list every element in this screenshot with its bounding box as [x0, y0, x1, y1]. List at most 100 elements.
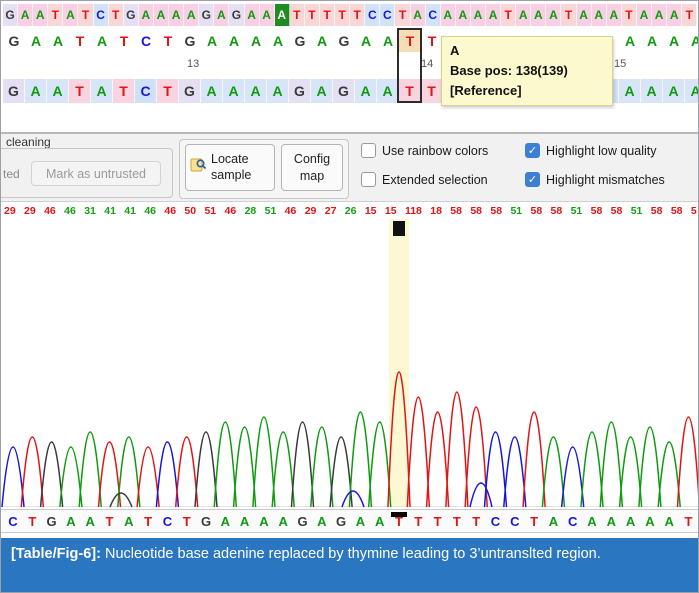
checkbox-highlight-low-quality[interactable]: ✓ Highlight low quality — [525, 143, 656, 158]
called-base[interactable]: A — [606, 514, 616, 529]
called-base[interactable]: A — [355, 514, 366, 529]
base-cell[interactable]: T — [75, 32, 85, 49]
base-cell[interactable]: A — [636, 4, 653, 26]
base-cell[interactable]: A — [646, 32, 658, 49]
base-cell[interactable]: A — [96, 32, 108, 49]
base-cell[interactable]: A — [250, 32, 262, 49]
base-cell[interactable]: A — [486, 4, 502, 26]
base-cell[interactable]: A — [169, 4, 185, 26]
base-cell[interactable]: C — [135, 79, 157, 103]
base-cell[interactable]: A — [410, 4, 426, 26]
base-cell[interactable]: T — [395, 4, 411, 26]
called-base[interactable]: T — [433, 514, 442, 529]
called-base[interactable]: A — [239, 514, 250, 529]
base-cell[interactable]: G — [3, 79, 25, 103]
base-cell[interactable]: G — [338, 32, 350, 49]
base-cell[interactable]: T — [289, 4, 305, 26]
base-cell[interactable]: T — [69, 79, 91, 103]
called-base[interactable]: C — [162, 514, 173, 529]
called-base[interactable]: A — [259, 514, 269, 529]
base-cell[interactable]: G — [289, 79, 311, 103]
called-base[interactable]: C — [8, 514, 18, 529]
base-cell[interactable]: A — [531, 4, 547, 26]
base-cell[interactable]: C — [365, 4, 381, 26]
called-base[interactable]: T — [28, 514, 37, 529]
base-cell[interactable]: A — [244, 4, 260, 26]
called-base[interactable]: A — [548, 514, 559, 529]
called-base[interactable]: A — [85, 514, 95, 529]
base-cell[interactable]: T — [621, 4, 637, 26]
base-cell[interactable]: A — [267, 79, 289, 103]
base-cell[interactable]: A — [624, 32, 636, 49]
base-cell[interactable]: G — [199, 4, 215, 26]
base-cell[interactable]: A — [25, 79, 47, 103]
base-cell[interactable]: C — [380, 4, 396, 26]
base-cell[interactable]: A — [382, 32, 394, 49]
base-cell[interactable]: G — [229, 4, 245, 26]
called-base[interactable]: A — [374, 514, 385, 529]
base-cell[interactable]: A — [576, 4, 592, 26]
base-cell[interactable]: A — [591, 4, 607, 26]
base-cell[interactable]: C — [93, 4, 109, 26]
called-base[interactable]: A — [317, 514, 327, 529]
locate-sample-button[interactable]: Locate sample — [185, 144, 275, 191]
called-base[interactable]: T — [472, 514, 481, 529]
called-base[interactable]: T — [530, 514, 539, 529]
base-cell[interactable]: A — [667, 4, 683, 26]
called-base[interactable]: G — [336, 514, 347, 529]
base-cell[interactable]: T — [501, 4, 517, 26]
base-cell[interactable]: T — [163, 32, 173, 49]
called-base[interactable]: A — [664, 514, 674, 529]
called-base[interactable]: A — [625, 514, 636, 529]
base-cell[interactable]: T — [427, 32, 437, 49]
called-base[interactable]: A — [220, 514, 230, 529]
base-cell[interactable]: T — [157, 79, 179, 103]
base-cell[interactable]: T — [78, 4, 94, 26]
base-cell[interactable]: T — [319, 4, 336, 26]
called-base[interactable]: A — [278, 514, 288, 529]
base-cell[interactable]: A — [206, 32, 218, 49]
called-base[interactable]: T — [105, 514, 114, 529]
base-cell[interactable]: A — [470, 4, 486, 26]
base-cell[interactable]: A — [91, 79, 113, 103]
checkbox-highlight-mismatches[interactable]: ✓ Highlight mismatches — [525, 172, 665, 187]
called-base[interactable]: A — [124, 514, 134, 529]
called-base[interactable]: A — [645, 514, 655, 529]
base-cell[interactable]: A — [546, 4, 562, 26]
called-base[interactable]: T — [182, 514, 191, 529]
base-cell[interactable]: G — [8, 32, 20, 49]
base-cell[interactable]: A — [272, 32, 284, 49]
base-cell[interactable]: A — [377, 79, 399, 103]
base-cell[interactable]: A — [47, 79, 69, 103]
base-cell[interactable]: A — [668, 32, 680, 49]
base-cell[interactable]: T — [48, 4, 64, 26]
base-cell[interactable]: A — [33, 4, 49, 26]
base-cell[interactable]: A — [223, 79, 245, 103]
base-cell[interactable]: A — [316, 32, 328, 49]
base-cell[interactable]: G — [3, 4, 19, 26]
base-cell[interactable]: T — [304, 4, 320, 26]
called-base[interactable]: T — [684, 514, 693, 529]
base-cell[interactable]: A — [30, 32, 42, 49]
base-cell[interactable]: A — [311, 79, 333, 103]
checkbox-use-rainbow-colors[interactable]: Use rainbow colors — [361, 143, 488, 158]
base-cell[interactable]: G — [184, 32, 196, 49]
base-cell[interactable]: A — [652, 4, 668, 26]
base-cell[interactable]: T — [561, 4, 577, 26]
base-cell[interactable]: A — [184, 4, 200, 26]
base-cell[interactable]: A — [214, 4, 230, 26]
called-base[interactable]: A — [587, 514, 597, 529]
base-cell[interactable]: A — [440, 4, 456, 26]
base-cell[interactable]: T — [350, 4, 366, 26]
base-cell[interactable]: G — [123, 4, 139, 26]
base-cell[interactable]: T — [421, 79, 443, 103]
base-cell[interactable]: A — [619, 79, 641, 103]
base-cell[interactable]: G — [179, 79, 201, 103]
base-cell[interactable]: A — [355, 79, 377, 103]
base-cell[interactable]: T — [682, 4, 698, 26]
called-base[interactable]: T — [452, 514, 461, 529]
called-base[interactable]: T — [414, 514, 423, 529]
base-cell[interactable]: A — [360, 32, 372, 49]
config-map-button[interactable]: Config map — [281, 144, 343, 191]
